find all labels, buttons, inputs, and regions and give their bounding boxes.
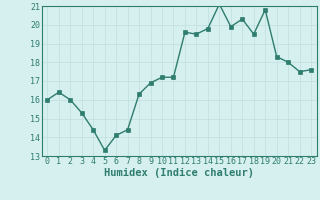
X-axis label: Humidex (Indice chaleur): Humidex (Indice chaleur) [104, 168, 254, 178]
